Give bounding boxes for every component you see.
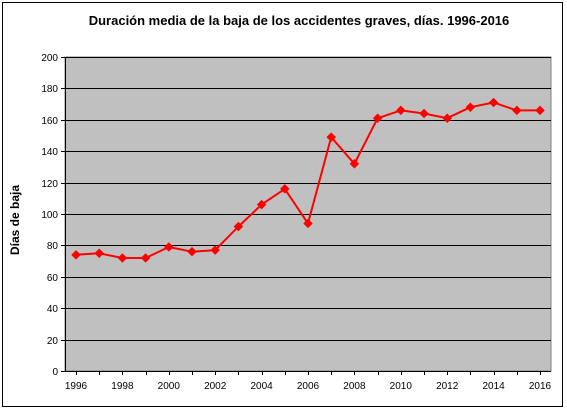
x-tick-label-2002: 2002 (204, 381, 227, 392)
chart-title: Duración media de la baja de los acciden… (89, 13, 510, 28)
x-tick-label-2010: 2010 (390, 381, 413, 392)
y-tick-label-180: 180 (41, 84, 58, 95)
y-tick-label-0: 0 (52, 367, 58, 378)
data-point-2013 (465, 102, 476, 113)
data-point-1997 (94, 248, 105, 259)
data-point-2001 (187, 246, 197, 257)
y-tick-label-100: 100 (41, 210, 58, 221)
y-tick-label-140: 140 (41, 147, 58, 158)
x-tick-label-1996: 1996 (65, 381, 88, 392)
y-axis-label: Días de baja (8, 185, 22, 255)
data-point-2005 (279, 184, 290, 194)
x-tick-label-2006: 2006 (297, 381, 320, 392)
y-tick-label-40: 40 (47, 304, 59, 315)
data-point-2008 (349, 158, 360, 169)
data-point-2002 (210, 245, 221, 255)
y-tick-label-80: 80 (47, 241, 59, 252)
data-point-2014 (488, 97, 499, 108)
x-tick-label-2008: 2008 (343, 381, 366, 392)
y-tick-label-20: 20 (47, 336, 59, 347)
data-point-2012 (442, 113, 453, 124)
data-point-1998 (117, 253, 128, 263)
data-point-2007 (326, 132, 337, 142)
data-point-2015 (511, 105, 522, 116)
data-point-2011 (419, 108, 429, 119)
data-point-2016 (535, 105, 545, 116)
data-point-2003 (233, 221, 244, 232)
y-tick-label-60: 60 (47, 273, 59, 284)
chart-frame: Duración media de la baja de los acciden… (2, 2, 563, 407)
x-tick-label-2000: 2000 (158, 381, 181, 392)
data-point-1999 (140, 253, 151, 263)
y-tick-label-200: 200 (41, 53, 58, 64)
data-point-2000 (163, 242, 174, 252)
plot-area: 0 20 40 60 80 100 120 140 160 180 200 1996 1998 2000 2… (41, 53, 551, 392)
y-tick-label-160: 160 (41, 116, 58, 127)
data-point-1996 (71, 249, 81, 260)
line-chart: Duración media de la baja de los acciden… (8, 13, 552, 392)
x-tick-label-2014: 2014 (482, 381, 505, 392)
data-point-2009 (372, 113, 383, 124)
x-tick-label-2012: 2012 (436, 381, 459, 392)
data-point-2006 (303, 218, 313, 229)
data-point-2004 (256, 199, 267, 210)
x-tick-label-1998: 1998 (111, 381, 134, 392)
data-point-2010 (395, 105, 406, 116)
y-tick-label-120: 120 (41, 179, 58, 190)
x-tick-label-2004: 2004 (250, 381, 273, 392)
x-tick-label-2016: 2016 (529, 381, 552, 392)
